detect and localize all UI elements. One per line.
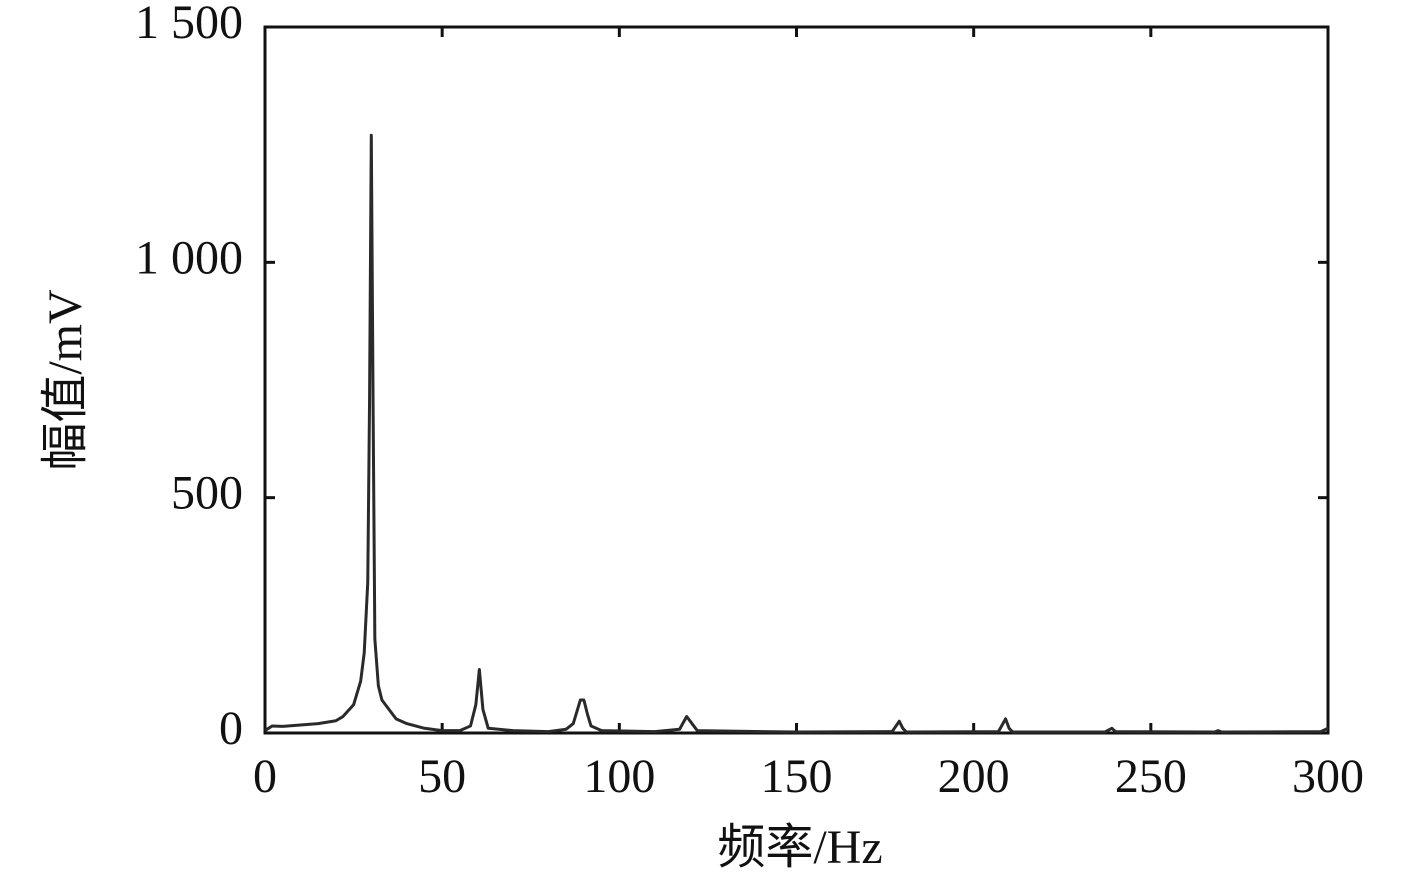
spectrum-line <box>264 133 1329 734</box>
y-tick-label: 0 <box>219 702 243 755</box>
y-tick-label: 1 000 <box>135 231 243 284</box>
x-tick-label: 150 <box>761 750 833 803</box>
x-tick-label: 300 <box>1292 750 1364 803</box>
y-axis-label: 幅值/mV <box>39 289 92 471</box>
x-axis-label: 频率/Hz <box>717 821 882 874</box>
plot-frame <box>263 25 1330 735</box>
x-tick-label: 250 <box>1115 750 1187 803</box>
y-tick-label: 1 500 <box>135 0 243 49</box>
x-tick-label: 50 <box>418 750 466 803</box>
x-tick-label: 100 <box>583 750 655 803</box>
x-tick-label: 200 <box>938 750 1010 803</box>
x-tick-label: 0 <box>253 750 277 803</box>
y-tick-label: 500 <box>171 467 243 520</box>
